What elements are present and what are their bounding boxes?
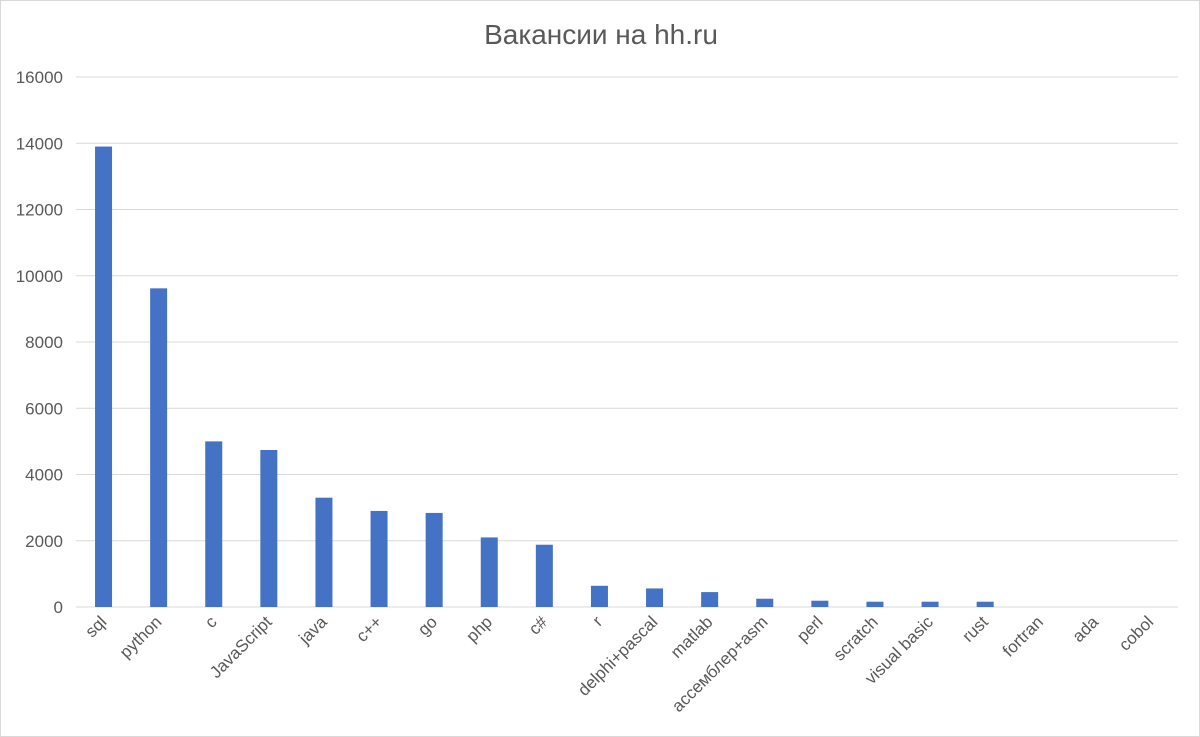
y-tick-label: 14000 [16,134,63,153]
bar-python [150,288,168,607]
x-tick-label: java [295,612,332,649]
x-tick-label: scratch [830,612,882,664]
bar-r [590,585,608,607]
bar-go [425,512,443,607]
bar-scratch [866,601,884,607]
x-tick-label: c++ [352,612,386,646]
bar-java [315,497,333,607]
bar-visual basic [921,601,939,607]
x-tick-label: go [414,612,441,639]
x-tick-label: ассемблер+asm [668,612,771,715]
bar-php [480,537,498,607]
bar-delphi+pascal [646,588,664,607]
x-tick-label: ada [1069,612,1103,646]
bar-sql [95,146,113,607]
x-tick-label: c# [525,612,552,639]
y-tick-label: 8000 [25,333,63,352]
y-tick-label: 6000 [25,399,63,418]
x-tick-label: matlab [667,612,717,662]
x-tick-label: fortran [999,612,1047,660]
bar-matlab [701,592,719,607]
bar-c++ [370,510,388,607]
x-tick-label: perl [793,612,826,645]
bar-c# [535,544,553,607]
y-tick-label: 12000 [16,201,63,220]
y-tick-label: 2000 [25,532,63,551]
chart-title: Вакансии на hh.ru [484,19,718,50]
bar-perl [811,600,829,607]
y-tick-label: 10000 [16,267,63,286]
y-tick-label: 0 [54,598,63,617]
x-tick-label: php [463,612,496,645]
y-tick-label: 16000 [16,68,63,87]
x-tick-label: sql [82,612,111,641]
x-tick-label: python [116,612,166,662]
x-tick-label: r [589,612,607,630]
bar-c [205,441,223,607]
x-tick-label: rust [959,612,993,646]
bar-JavaScript [260,449,278,607]
x-tick-label: cobol [1115,612,1157,654]
bar-ассемблер+asm [756,598,774,607]
x-tick-label: c [201,612,221,632]
bar-rust [976,601,994,607]
x-tick-label: delphi+pascal [574,612,661,699]
y-tick-label: 4000 [25,466,63,485]
